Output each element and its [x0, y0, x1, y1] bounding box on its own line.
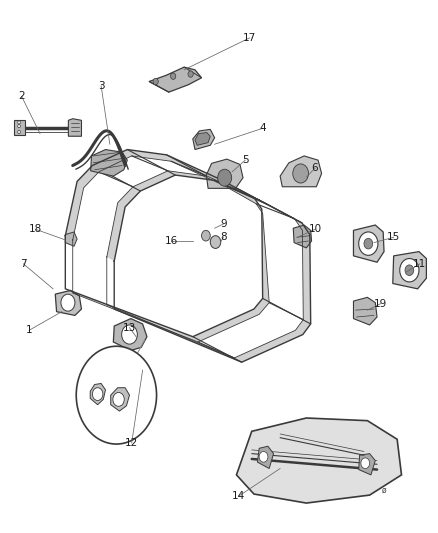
- Circle shape: [18, 125, 20, 128]
- Circle shape: [18, 131, 20, 134]
- Text: 17: 17: [243, 33, 256, 43]
- Circle shape: [18, 121, 20, 124]
- Polygon shape: [107, 171, 311, 362]
- Circle shape: [218, 169, 232, 186]
- Circle shape: [76, 346, 156, 444]
- Circle shape: [293, 164, 308, 183]
- Polygon shape: [237, 418, 402, 503]
- Polygon shape: [111, 387, 130, 411]
- Text: 11: 11: [413, 259, 427, 269]
- Text: 1: 1: [26, 325, 32, 335]
- Polygon shape: [90, 383, 106, 405]
- Polygon shape: [91, 150, 127, 176]
- Text: 9: 9: [220, 219, 227, 229]
- Text: 3: 3: [98, 81, 104, 91]
- Polygon shape: [353, 297, 377, 325]
- Text: 10: 10: [308, 224, 321, 235]
- Polygon shape: [65, 150, 269, 342]
- Polygon shape: [206, 159, 243, 188]
- Circle shape: [61, 294, 75, 311]
- Text: 5: 5: [242, 155, 248, 165]
- Text: 2: 2: [18, 91, 25, 101]
- Text: 12: 12: [125, 438, 138, 448]
- Circle shape: [364, 238, 373, 249]
- Circle shape: [153, 78, 158, 85]
- Polygon shape: [68, 119, 81, 136]
- Circle shape: [170, 73, 176, 79]
- Polygon shape: [258, 446, 274, 469]
- Circle shape: [201, 230, 210, 241]
- Polygon shape: [55, 290, 81, 316]
- Text: 8: 8: [220, 232, 227, 243]
- Circle shape: [359, 232, 378, 255]
- Circle shape: [400, 259, 419, 282]
- Circle shape: [113, 392, 124, 406]
- Text: 19: 19: [374, 298, 387, 309]
- Circle shape: [210, 236, 221, 248]
- Text: 4: 4: [259, 123, 266, 133]
- Polygon shape: [14, 120, 25, 135]
- Circle shape: [92, 387, 103, 400]
- Polygon shape: [195, 133, 210, 146]
- Text: 15: 15: [387, 232, 400, 243]
- Polygon shape: [293, 225, 311, 248]
- Polygon shape: [393, 252, 426, 289]
- Text: 7: 7: [20, 259, 27, 269]
- Circle shape: [188, 71, 193, 77]
- Text: 18: 18: [29, 224, 42, 235]
- Polygon shape: [65, 232, 77, 246]
- Polygon shape: [149, 67, 201, 92]
- Circle shape: [361, 458, 370, 469]
- Polygon shape: [113, 319, 147, 351]
- Text: ø: ø: [382, 485, 386, 494]
- Polygon shape: [353, 225, 384, 262]
- Polygon shape: [193, 130, 215, 150]
- Text: 14: 14: [232, 491, 245, 501]
- Polygon shape: [359, 454, 375, 475]
- Polygon shape: [280, 156, 321, 187]
- Text: 6: 6: [312, 163, 318, 173]
- Circle shape: [405, 265, 414, 276]
- Circle shape: [122, 325, 138, 344]
- Text: 13: 13: [123, 322, 136, 333]
- Circle shape: [259, 451, 268, 462]
- Text: 16: 16: [164, 236, 177, 246]
